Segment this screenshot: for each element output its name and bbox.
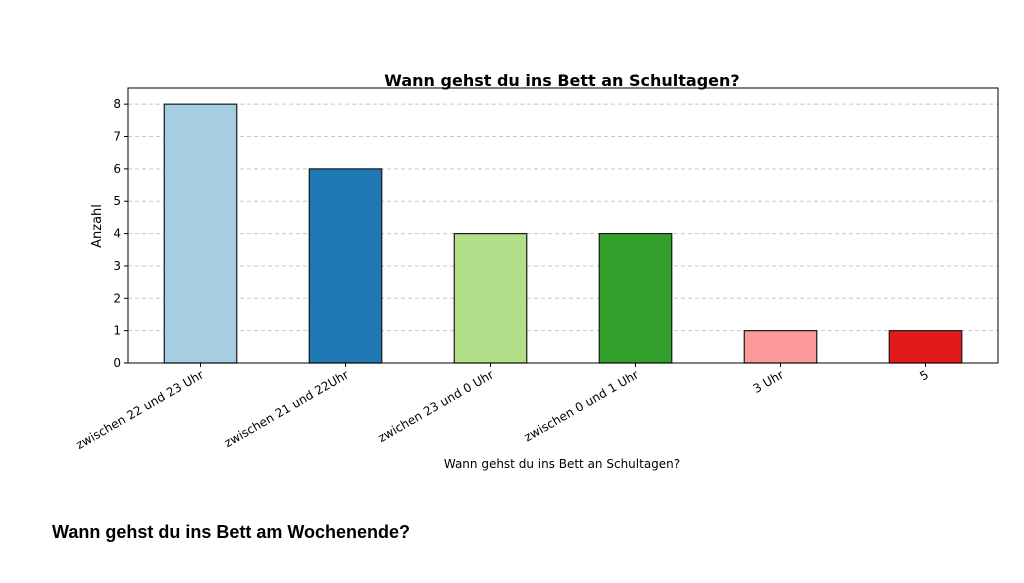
axes-frame: [127, 87, 999, 364]
bar: [888, 330, 963, 364]
y-tick-label: 0: [113, 356, 121, 370]
bar: [308, 168, 383, 364]
y-tick-label: 2: [113, 291, 121, 305]
bar: [743, 330, 818, 364]
x-tick-label: zwischen 21 und 22Uhr: [222, 367, 351, 450]
section-heading: Wann gehst du ins Bett am Wochenende?: [52, 522, 411, 542]
x-tick-label: zwischen 22 und 23 Uhr: [74, 367, 206, 452]
y-tick-label: 1: [113, 324, 121, 338]
y-tick-label: 7: [113, 130, 121, 144]
chart-title: Wann gehst du ins Bett an Schultagen?: [384, 71, 739, 90]
bar: [598, 232, 673, 364]
x-tick-label: 5: [917, 367, 931, 383]
bar: [453, 232, 528, 364]
x-tick-label: zwischen 0 und 1 Uhr: [522, 367, 641, 444]
y-tick-label: 4: [113, 227, 121, 241]
x-tick-label: zwichen 23 und 0 Uhr: [376, 367, 496, 445]
bar: [163, 103, 238, 364]
x-axis-label: Wann gehst du ins Bett an Schultagen?: [444, 457, 680, 471]
x-tick-label: 3 Uhr: [751, 367, 786, 396]
y-tick-label: 3: [113, 259, 121, 273]
y-tick-label: 8: [113, 97, 121, 111]
y-axis-label: Anzahl: [90, 204, 105, 248]
y-tick-label: 6: [113, 162, 121, 176]
y-tick-label: 5: [113, 194, 121, 208]
bar-chart: Wann gehst du ins Bett an Schultagen? Wa…: [74, 71, 999, 471]
